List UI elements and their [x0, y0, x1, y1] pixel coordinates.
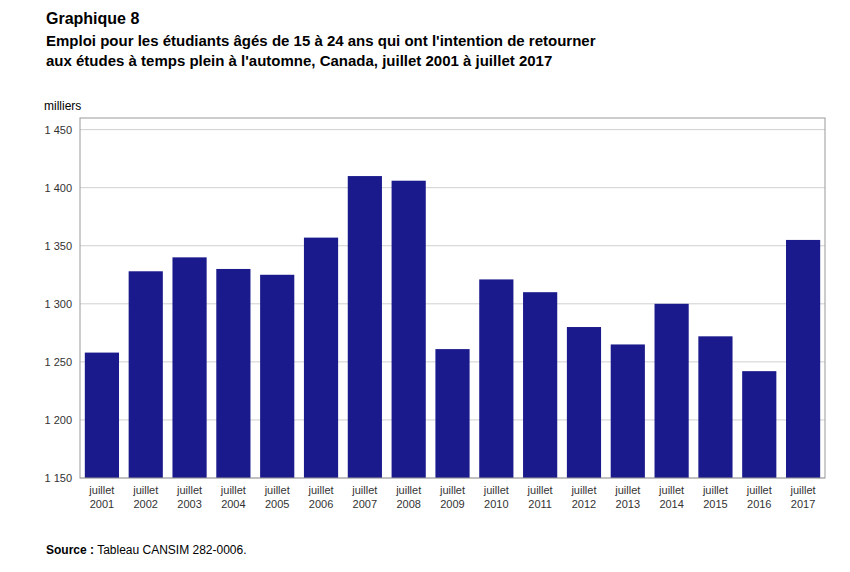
- grid-line: [80, 245, 825, 246]
- x-tick-label: juillet2012: [570, 484, 596, 510]
- x-tick-label: juillet2013: [614, 484, 640, 510]
- bar: [85, 353, 119, 478]
- bar: [742, 371, 776, 478]
- y-tick-label: 1 350: [44, 240, 72, 252]
- y-tick-label: 1 400: [44, 182, 72, 194]
- bar: [523, 292, 557, 478]
- bars: [85, 176, 820, 478]
- annotation: Tableau CANSIM 282-0006.: [94, 543, 247, 557]
- subtitle: aux études à temps plein à l'automne, Ca…: [46, 52, 552, 69]
- x-tick-label: juillet2009: [439, 484, 465, 510]
- bar: [786, 240, 820, 478]
- x-tick-label: juillet2002: [132, 484, 158, 510]
- x-tick-label: juillet2008: [395, 484, 421, 510]
- grid-line: [80, 187, 825, 188]
- x-tick-label: juillet2014: [658, 484, 684, 510]
- title: Graphique 8: [46, 10, 139, 27]
- grid: [80, 130, 825, 478]
- bar: [172, 257, 206, 478]
- bar: [348, 176, 382, 478]
- bar: [567, 327, 601, 478]
- chart-svg: Graphique 8 Emploi pour les étudiants âgé…: [0, 0, 850, 572]
- bar: [655, 304, 689, 478]
- x-tick-label: juillet2016: [746, 484, 772, 510]
- bar: [260, 275, 294, 478]
- bar: [698, 336, 732, 478]
- y-tick-label: 1 450: [44, 124, 72, 136]
- grid-line: [80, 129, 825, 130]
- bar: [129, 271, 163, 478]
- bar: [216, 269, 250, 478]
- x-tick-label: juillet2011: [527, 484, 553, 510]
- y-tick-label: 1 300: [44, 298, 72, 310]
- x-tick-label: juillet2015: [702, 484, 728, 510]
- x-tick-label: juillet2017: [790, 484, 816, 510]
- x-tick-label: juillet2005: [264, 484, 290, 510]
- x-tick-label: juillet2001: [88, 484, 114, 510]
- subtitle: Emploi pour les étudiants âgés de 15 à 2…: [46, 32, 596, 49]
- bar: [392, 181, 426, 478]
- plot-frame: [80, 118, 825, 478]
- y-axis-label: milliers: [44, 99, 81, 113]
- x-tick-label: juillet2010: [483, 484, 509, 510]
- x-tick-label: juillet2007: [351, 484, 377, 510]
- y-tick-label: 1 250: [44, 356, 72, 368]
- bar: [479, 279, 513, 478]
- source-note: Source : Tableau CANSIM 282-0006.: [46, 543, 247, 557]
- annotation: Source :: [46, 543, 94, 557]
- bar: [304, 238, 338, 478]
- bar: [435, 349, 469, 478]
- y-tick-label: 1 200: [44, 414, 72, 426]
- x-tick-label: juillet2006: [307, 484, 333, 510]
- x-tick-label: juillet2004: [220, 484, 246, 510]
- bar: [611, 344, 645, 478]
- y-tick-label: 1 150: [44, 472, 72, 484]
- chart-container: Graphique 8 Emploi pour les étudiants âgé…: [0, 0, 850, 572]
- x-tick-label: juillet2003: [176, 484, 202, 510]
